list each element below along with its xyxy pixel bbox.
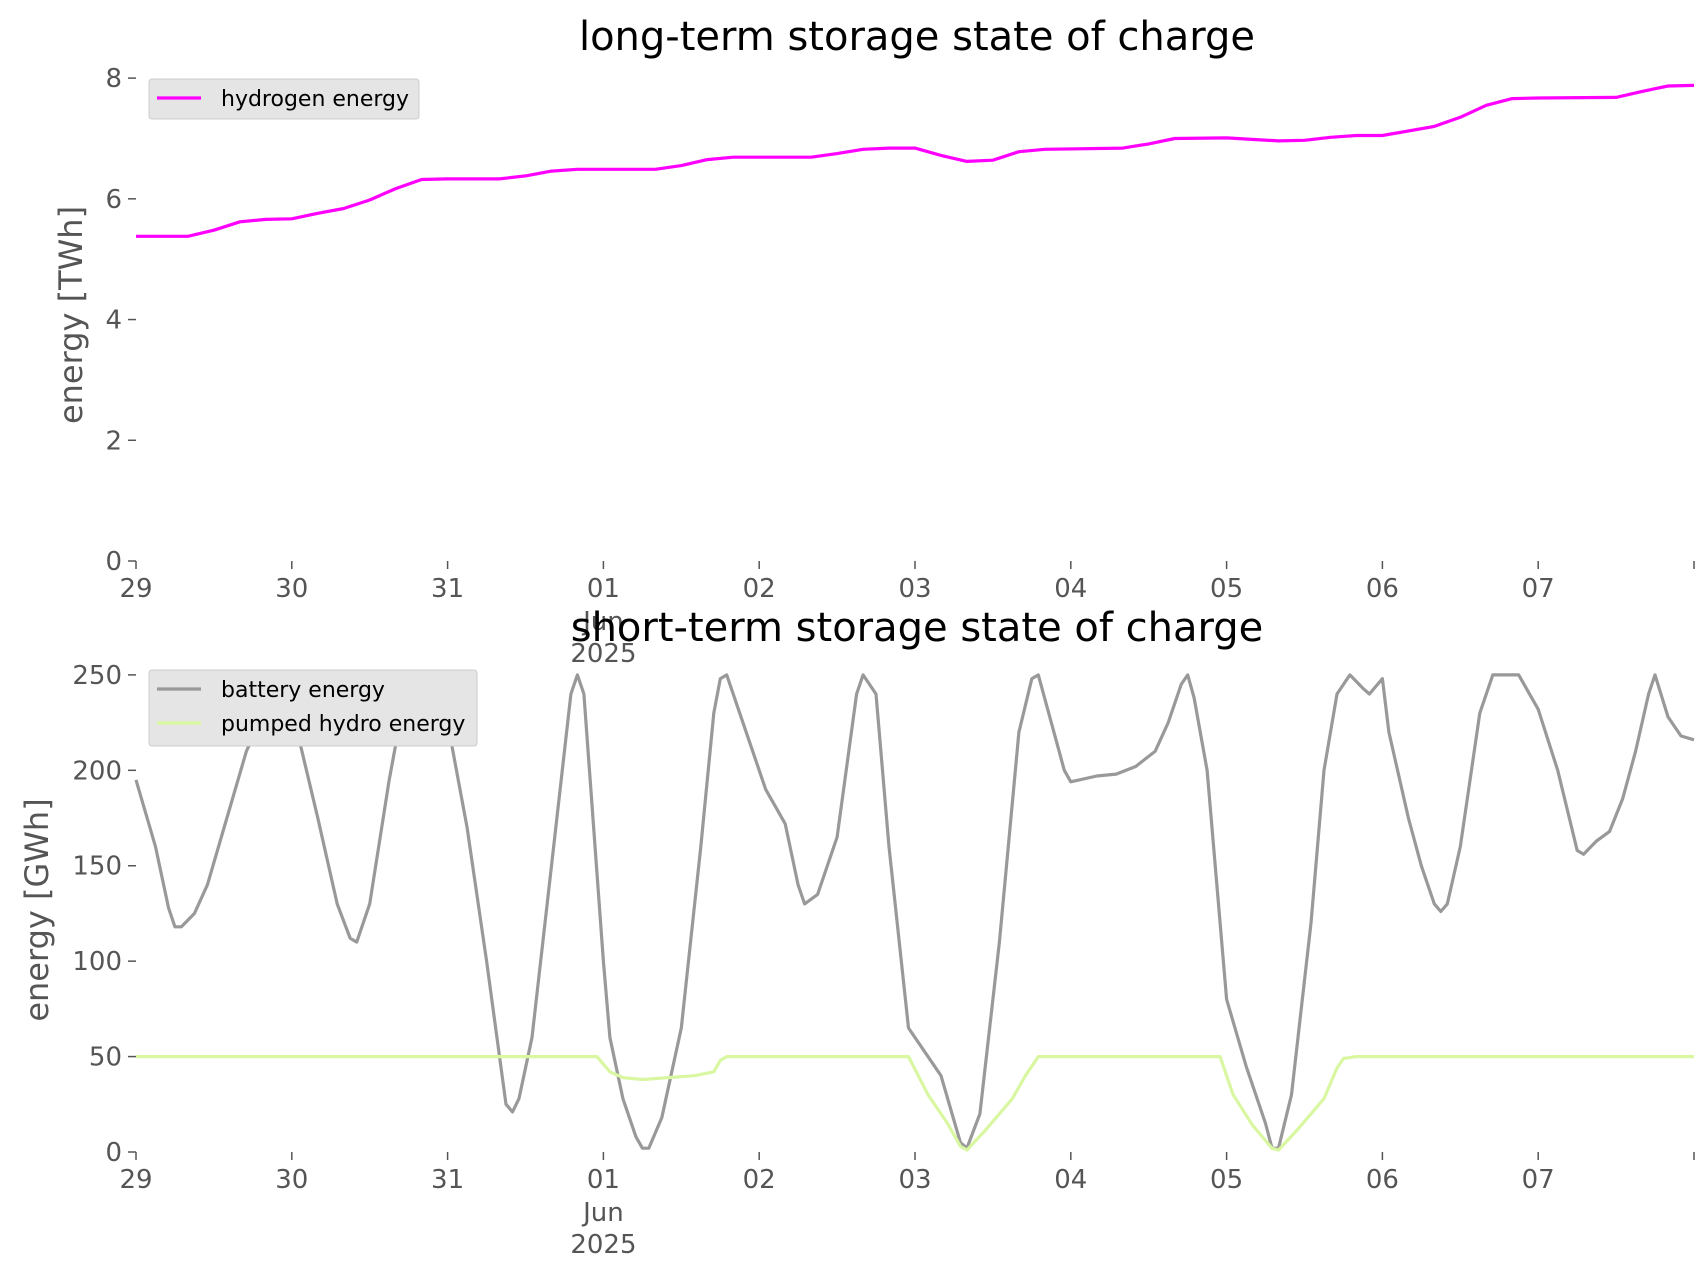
x-tick-label: 06 bbox=[1366, 1165, 1399, 1195]
x-tick-label: 29 bbox=[119, 574, 152, 604]
x-tick-label: 31 bbox=[431, 574, 464, 604]
legend: battery energy pumped hydro energy bbox=[148, 669, 478, 747]
y-tick-label: 8 bbox=[105, 64, 122, 94]
legend-label: pumped hydro energy bbox=[221, 712, 465, 737]
y-tick-label: 0 bbox=[105, 1138, 122, 1168]
y-tick-label: 150 bbox=[72, 852, 122, 882]
x-tick-label: 04 bbox=[1054, 574, 1087, 604]
y-axis-label: energy [TWh] bbox=[52, 206, 90, 424]
x-tick-label: 31 bbox=[431, 1165, 464, 1195]
x-tick-month-label: Jun bbox=[581, 607, 624, 637]
legend-label: hydrogen energy bbox=[221, 87, 409, 112]
x-tick-label: 05 bbox=[1210, 1165, 1243, 1195]
x-tick-year-label: 2025 bbox=[570, 1230, 636, 1260]
y-tick-label: 2 bbox=[105, 426, 122, 456]
x-tick-label: 03 bbox=[898, 574, 931, 604]
x-tick-year-label: 2025 bbox=[570, 639, 636, 669]
x-tick-label: 07 bbox=[1522, 1165, 1555, 1195]
series-layer bbox=[136, 83, 1695, 238]
y-tick-label: 0 bbox=[105, 547, 122, 577]
x-tick-label: 30 bbox=[275, 1165, 308, 1195]
y-tick-label: 200 bbox=[72, 756, 122, 786]
x-tick-label: 06 bbox=[1366, 574, 1399, 604]
x-tick-label: 07 bbox=[1522, 574, 1555, 604]
x-tick-label: 03 bbox=[898, 1165, 931, 1195]
long-term-storage-chart: long-term storage state of charge energy… bbox=[52, 14, 1695, 669]
series-line bbox=[136, 1055, 1694, 1152]
legend: hydrogen energy bbox=[148, 78, 420, 120]
x-tick-label: 05 bbox=[1210, 574, 1243, 604]
short-term-storage-chart: short-term storage state of charge energ… bbox=[18, 605, 1695, 1260]
x-tick-label: 01 bbox=[587, 574, 620, 604]
x-tick-label: 02 bbox=[743, 574, 776, 604]
x-tick-label: 04 bbox=[1054, 1165, 1087, 1195]
y-tick-label: 50 bbox=[89, 1043, 122, 1073]
series-line bbox=[136, 83, 1695, 238]
y-tick-label: 250 bbox=[72, 661, 122, 691]
x-tick-label: 02 bbox=[743, 1165, 776, 1195]
x-tick-month-label: Jun bbox=[581, 1198, 624, 1228]
y-ticks: 0 2 4 6 8 bbox=[105, 64, 136, 577]
y-ticks: 0 50 100 150 200 250 bbox=[72, 661, 136, 1168]
x-tick-label: 30 bbox=[275, 574, 308, 604]
y-tick-label: 4 bbox=[105, 306, 122, 336]
y-axis-label: energy [GWh] bbox=[18, 798, 56, 1021]
x-tick-label: 29 bbox=[119, 1165, 152, 1195]
chart-title: short-term storage state of charge bbox=[571, 605, 1264, 651]
chart-title: long-term storage state of charge bbox=[579, 14, 1255, 60]
legend-box bbox=[148, 669, 478, 747]
legend-box bbox=[148, 78, 420, 120]
y-tick-label: 6 bbox=[105, 185, 122, 215]
x-tick-label: 01 bbox=[587, 1165, 620, 1195]
y-tick-label: 100 bbox=[72, 947, 122, 977]
legend-label: battery energy bbox=[221, 678, 385, 703]
